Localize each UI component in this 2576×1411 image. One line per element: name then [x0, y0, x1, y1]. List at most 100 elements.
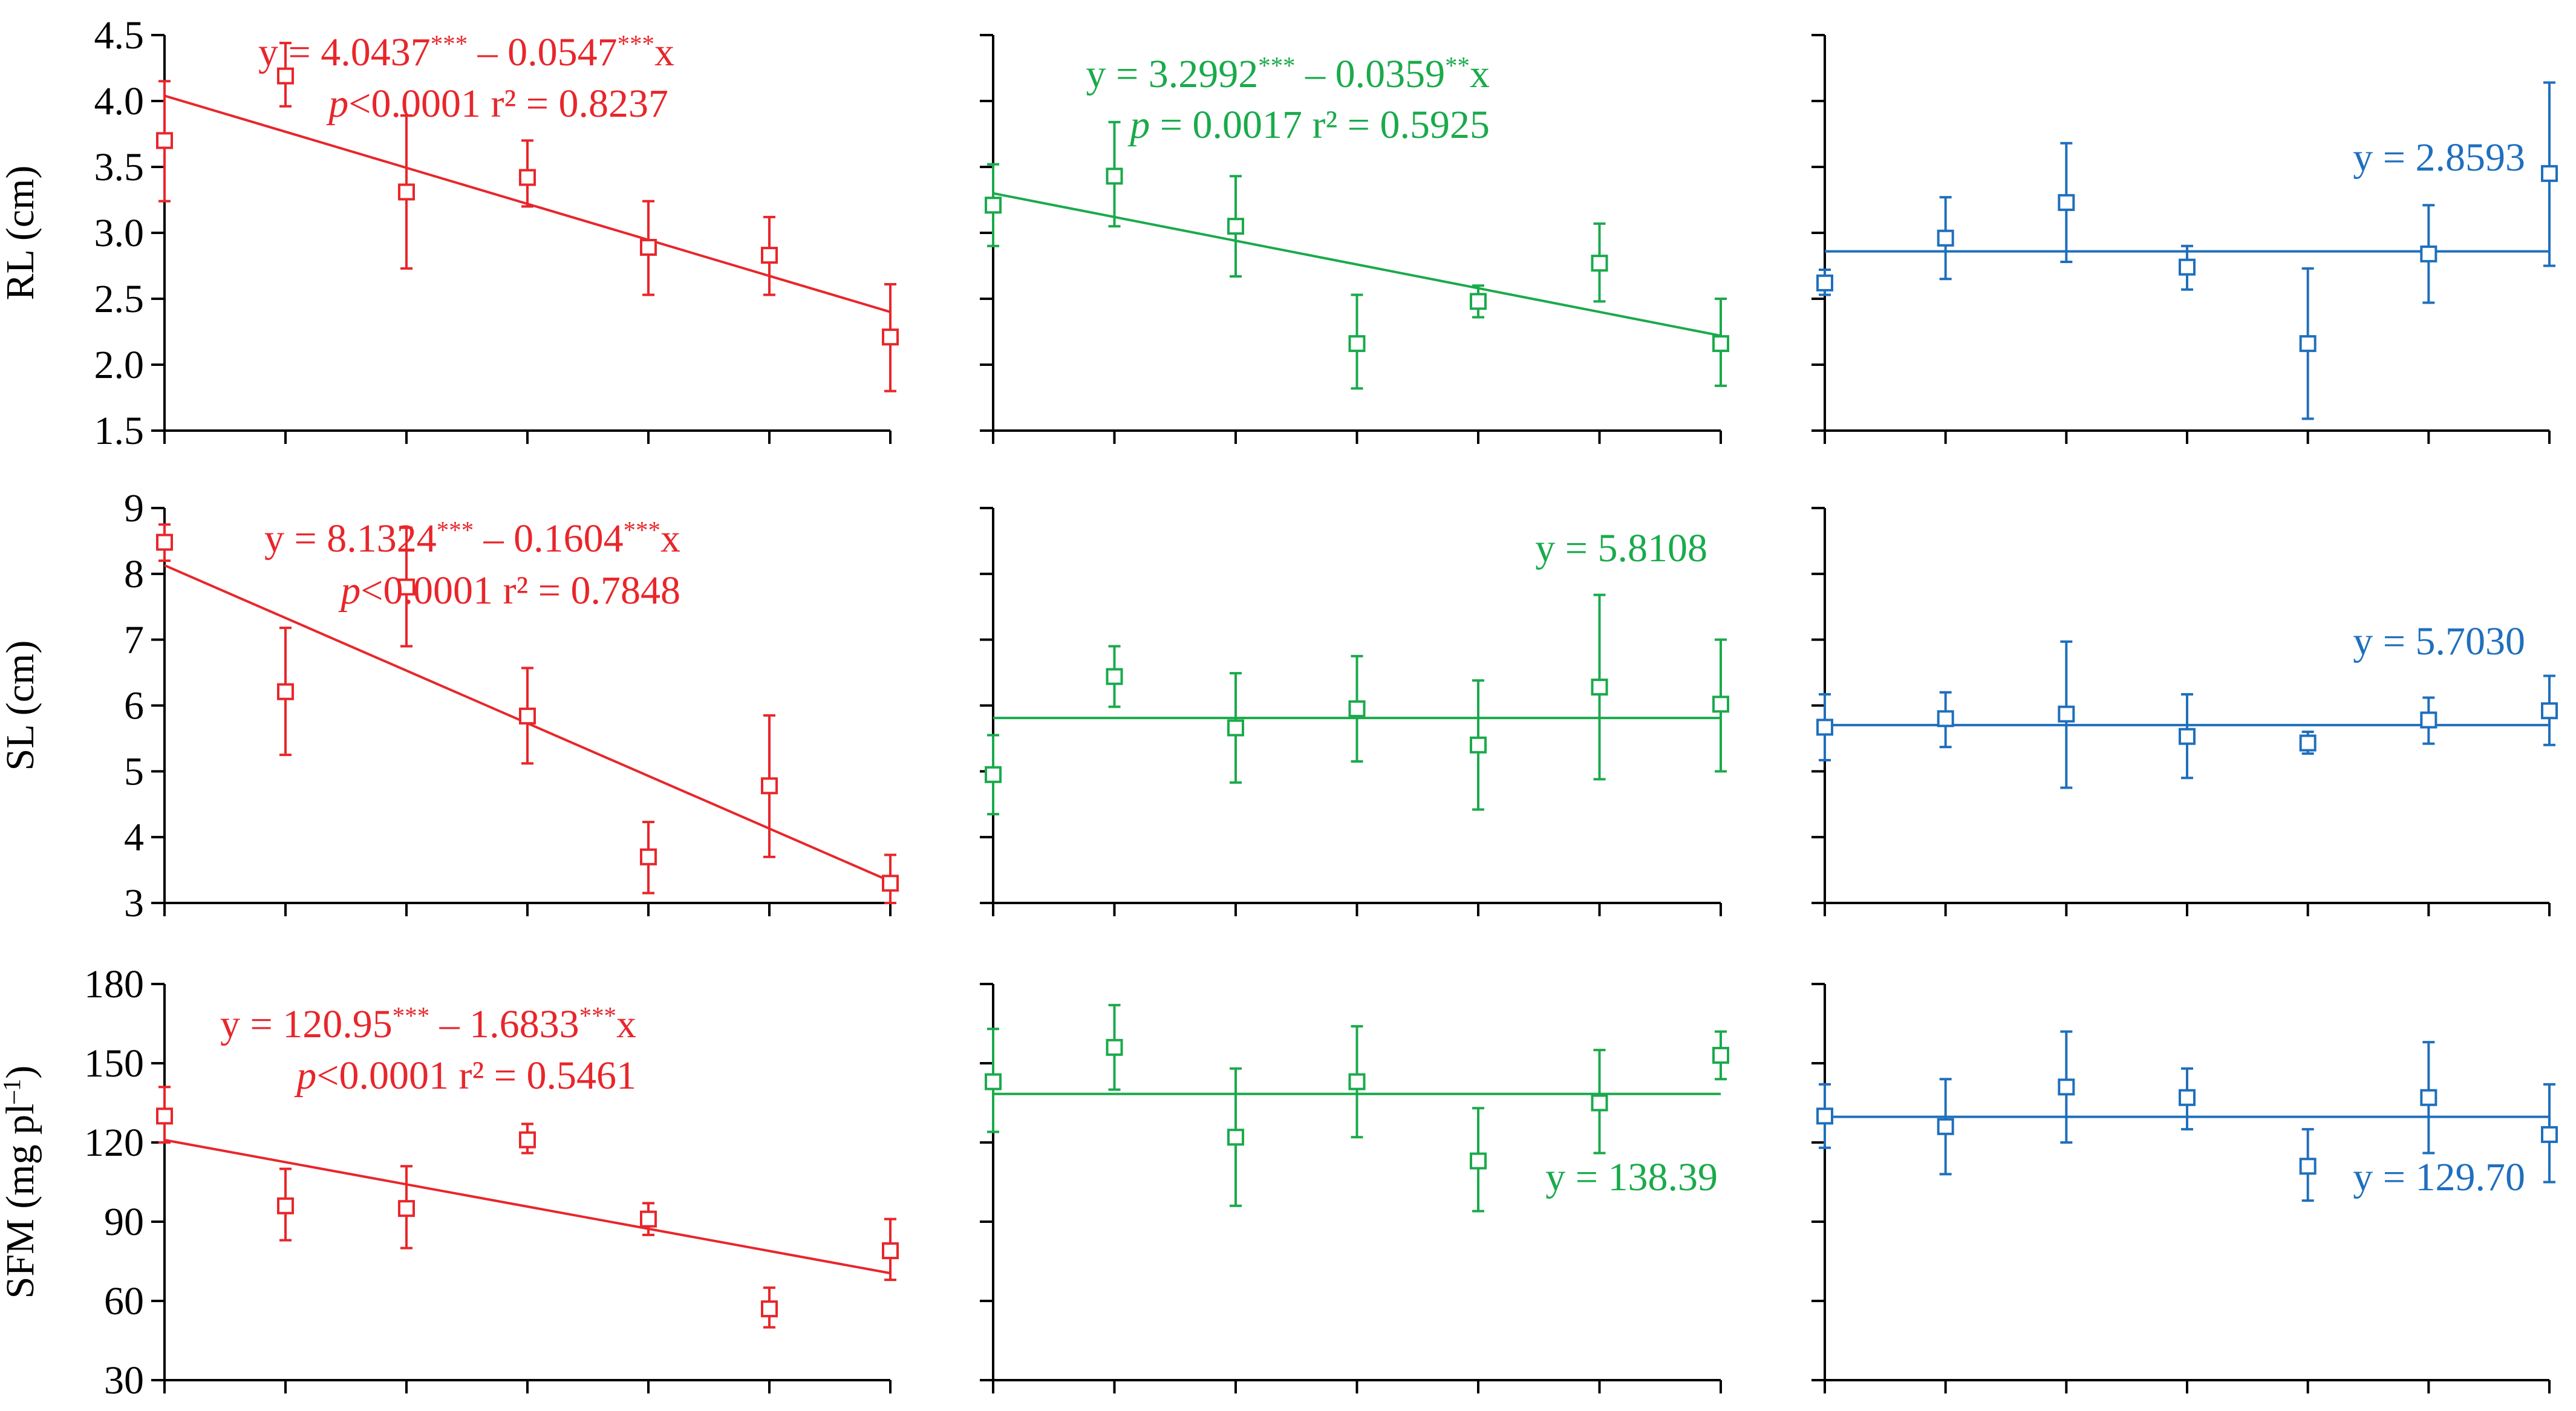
- sfm-red-data-point: [398, 1200, 415, 1217]
- rl-red-y-tick-label: 3.5: [94, 145, 145, 189]
- sfm-blue-data-point: [1816, 1107, 1833, 1125]
- sl-red-y-tick-label: 6: [124, 684, 144, 728]
- sfm-red-y-tick-label: 60: [104, 1279, 144, 1323]
- rl-blue-data-point: [2058, 194, 2075, 211]
- sl-red-data-point: [277, 683, 294, 700]
- sl-red-data-point: [519, 707, 536, 725]
- rl-blue-data-point: [2420, 245, 2437, 262]
- rl-blue-data-point: [1816, 274, 1833, 292]
- sfm-red-stats: p<0.0001 r² = 0.5461: [294, 1054, 636, 1098]
- rl-red-equation: y = 4.0437*** – 0.0547***x: [258, 30, 674, 75]
- rl-blue-equation: y = 2.8593: [2353, 135, 2525, 180]
- sfm-green-data-point: [1470, 1152, 1487, 1170]
- rl-green-data-point: [1106, 168, 1123, 185]
- rl-blue-data-point: [2299, 335, 2317, 353]
- sl-green-data-point: [1470, 736, 1487, 754]
- rl-red-data-point: [156, 132, 173, 149]
- sfm-red-y-tick-label: 150: [84, 1041, 144, 1086]
- sl-green-data-point: [1712, 696, 1729, 713]
- rl-blue-data-point: [2179, 258, 2196, 276]
- sfm-blue-panel: y = 129.70: [1811, 983, 2558, 1393]
- rl-red-y-axis-title: RL (cm): [0, 166, 42, 301]
- rl-blue-panel: y = 2.8593: [1811, 34, 2558, 444]
- sl-green-equation: y = 5.8108: [1535, 526, 1707, 570]
- sfm-green-data-point: [1591, 1094, 1608, 1112]
- sfm-blue-data-point: [2058, 1078, 2075, 1096]
- sl-red-panel: 3 4 5 6 7 8 9 SL (cm) y = 8.1324*** – 0.1604***x…: [0, 486, 899, 925]
- sfm-green-data-point: [1712, 1046, 1729, 1064]
- sl-red-data-point: [882, 875, 899, 892]
- sfm-red-y-tick-label: 90: [104, 1200, 144, 1244]
- sfm-blue-data-point: [2420, 1089, 2437, 1106]
- sfm-green-panel: y = 138.39: [980, 983, 1729, 1393]
- sl-red-y-axis-title: SL (cm): [0, 640, 42, 771]
- rl-green-data-point: [1348, 335, 1366, 353]
- sl-blue-data-point: [2541, 702, 2558, 720]
- sl-red-y-tick-label: 5: [124, 749, 144, 793]
- rl-green-panel: y = 3.2992*** – 0.0359**x p = 0.0017 r² =…: [980, 34, 1729, 444]
- sl-blue-data-point: [1816, 719, 1833, 736]
- rl-blue-data-point: [2541, 165, 2558, 182]
- rl-red-data-point: [277, 67, 294, 85]
- sl-red-data-point: [398, 578, 415, 596]
- sl-red-data-point: [156, 533, 173, 551]
- rl-green-equation: y = 3.2992*** – 0.0359**x: [1086, 52, 1490, 97]
- sl-blue-data-point: [2299, 734, 2317, 752]
- sl-red-y-tick-label: 8: [124, 552, 144, 596]
- sl-red-y-tick-label: 7: [124, 618, 144, 662]
- sl-red-data-point: [640, 848, 657, 865]
- sl-blue-data-point: [2179, 728, 2196, 745]
- sl-green-data-point: [985, 766, 1002, 783]
- sl-red-y-tick-label: 4: [124, 815, 144, 859]
- sl-red-data-point: [761, 777, 778, 795]
- sfm-blue-data-point: [2541, 1126, 2558, 1143]
- sl-green-data-point: [1591, 679, 1608, 696]
- sfm-red-fit-line: [164, 1138, 891, 1275]
- sfm-red-data-point: [640, 1210, 657, 1228]
- sfm-green-equation: y = 138.39: [1545, 1155, 1718, 1199]
- rl-red-stats: p<0.0001 r² = 0.8237: [326, 82, 668, 126]
- sfm-red-data-point: [156, 1107, 173, 1125]
- rl-green-data-point: [1470, 293, 1487, 310]
- sl-green-panel: y = 5.8108: [980, 507, 1729, 916]
- sfm-blue-equation: y = 129.70: [2353, 1155, 2525, 1199]
- rl-green-stats: p = 0.0017 r² = 0.5925: [1127, 103, 1490, 147]
- sfm-green-data-point: [1106, 1038, 1123, 1056]
- rl-green-data-point: [1227, 218, 1244, 235]
- rl-red-y-tick-label: 4.5: [94, 13, 145, 57]
- rl-green-data-point: [1591, 255, 1608, 272]
- sl-red-y-tick-label: 3: [124, 881, 144, 925]
- sfm-green-data-point: [985, 1073, 1002, 1090]
- sfm-red-data-point: [277, 1197, 294, 1214]
- rl-green-data-point: [1712, 335, 1729, 353]
- sfm-green-data-point: [1227, 1129, 1244, 1146]
- sl-green-data-point: [1227, 719, 1244, 737]
- rl-red-panel: 1.5 2.0 2.5 3.0 3.5 4.0 4.5 RL (cm) y = 4.0437**…: [0, 13, 899, 453]
- rl-green-data-point: [985, 197, 1002, 214]
- sfm-red-data-point: [761, 1300, 778, 1318]
- sfm-red-y-axis-title: SFM (mg pl–1): [0, 1066, 42, 1299]
- rl-red-y-tick-label: 3.0: [94, 211, 145, 255]
- sfm-blue-data-point: [1937, 1118, 1954, 1135]
- sl-blue-equation: y = 5.7030: [2353, 619, 2525, 663]
- rl-red-data-point: [398, 183, 415, 201]
- sfm-blue-data-point: [2299, 1158, 2317, 1175]
- rl-red-data-point: [519, 169, 536, 186]
- sfm-red-y-tick-label: 120: [84, 1121, 144, 1165]
- sl-green-data-point: [1106, 668, 1123, 685]
- sl-blue-data-point: [1937, 710, 1954, 728]
- rl-red-data-point: [640, 238, 657, 256]
- sfm-red-y-tick-label: 30: [104, 1358, 144, 1403]
- sfm-red-data-point: [519, 1131, 536, 1149]
- sfm-green-data-point: [1348, 1073, 1366, 1090]
- sfm-red-y-tick-label: 180: [84, 962, 144, 1006]
- rl-red-y-tick-label: 2.5: [94, 277, 145, 321]
- rl-red-y-tick-label: 2.0: [94, 343, 145, 387]
- sl-red-y-tick-label: 9: [124, 486, 144, 530]
- rl-blue-data-point: [1937, 229, 1954, 247]
- sfm-red-equation: y = 120.95*** – 1.6833***x: [220, 1002, 636, 1047]
- sl-blue-data-point: [2058, 705, 2075, 723]
- sl-green-data-point: [1348, 700, 1366, 717]
